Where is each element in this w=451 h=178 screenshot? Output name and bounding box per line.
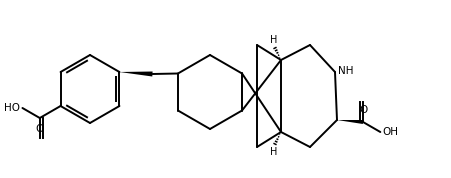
- Polygon shape: [337, 120, 363, 124]
- Text: H: H: [270, 35, 278, 45]
- Text: O: O: [359, 105, 367, 115]
- Text: H: H: [270, 147, 278, 157]
- Text: O: O: [36, 124, 44, 134]
- Text: OH: OH: [382, 127, 398, 137]
- Text: HO: HO: [5, 103, 20, 113]
- Polygon shape: [120, 72, 152, 77]
- Text: NH: NH: [338, 66, 354, 76]
